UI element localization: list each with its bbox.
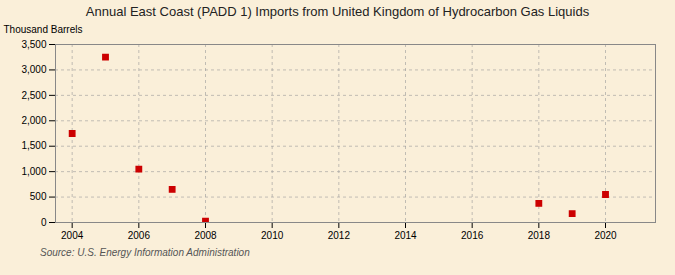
- svg-text:1,500: 1,500: [21, 140, 46, 151]
- svg-text:2014: 2014: [394, 230, 417, 241]
- svg-text:2018: 2018: [528, 230, 551, 241]
- svg-text:2,000: 2,000: [21, 115, 46, 126]
- svg-text:3,500: 3,500: [21, 39, 46, 50]
- svg-text:2006: 2006: [128, 230, 151, 241]
- svg-text:2,500: 2,500: [21, 90, 46, 101]
- svg-text:Thousand Barrels: Thousand Barrels: [4, 24, 83, 35]
- svg-text:500: 500: [30, 191, 47, 202]
- html-text:Source: U.S. Energy Informatio: Source: U.S. Energy Information Administ…: [40, 247, 250, 258]
- svg-text:2004: 2004: [61, 230, 84, 241]
- svg-text:2016: 2016: [461, 230, 484, 241]
- svg-text:2008: 2008: [194, 230, 217, 241]
- svg-text:2010: 2010: [261, 230, 284, 241]
- svg-text:0: 0: [41, 217, 47, 228]
- svg-text:1,000: 1,000: [21, 166, 46, 177]
- svg-text:2012: 2012: [328, 230, 351, 241]
- svg-text:3,000: 3,000: [21, 64, 46, 75]
- html-text:Annual East Coast (PADD 1) Imp: Annual East Coast (PADD 1) Imports from …: [85, 4, 590, 19]
- svg-text:2020: 2020: [594, 230, 617, 241]
